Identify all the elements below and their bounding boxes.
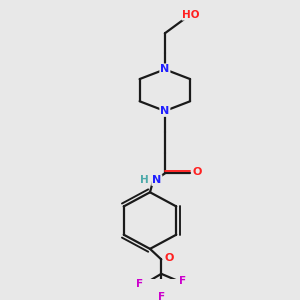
Text: HO: HO (182, 10, 200, 20)
Text: N: N (160, 106, 170, 116)
Text: H: H (140, 175, 149, 185)
Text: N: N (160, 64, 170, 74)
Text: F: F (158, 292, 165, 300)
Text: O: O (165, 253, 174, 263)
Text: F: F (179, 276, 187, 286)
Text: N: N (152, 175, 161, 185)
Text: O: O (193, 167, 202, 177)
Text: F: F (136, 279, 143, 289)
